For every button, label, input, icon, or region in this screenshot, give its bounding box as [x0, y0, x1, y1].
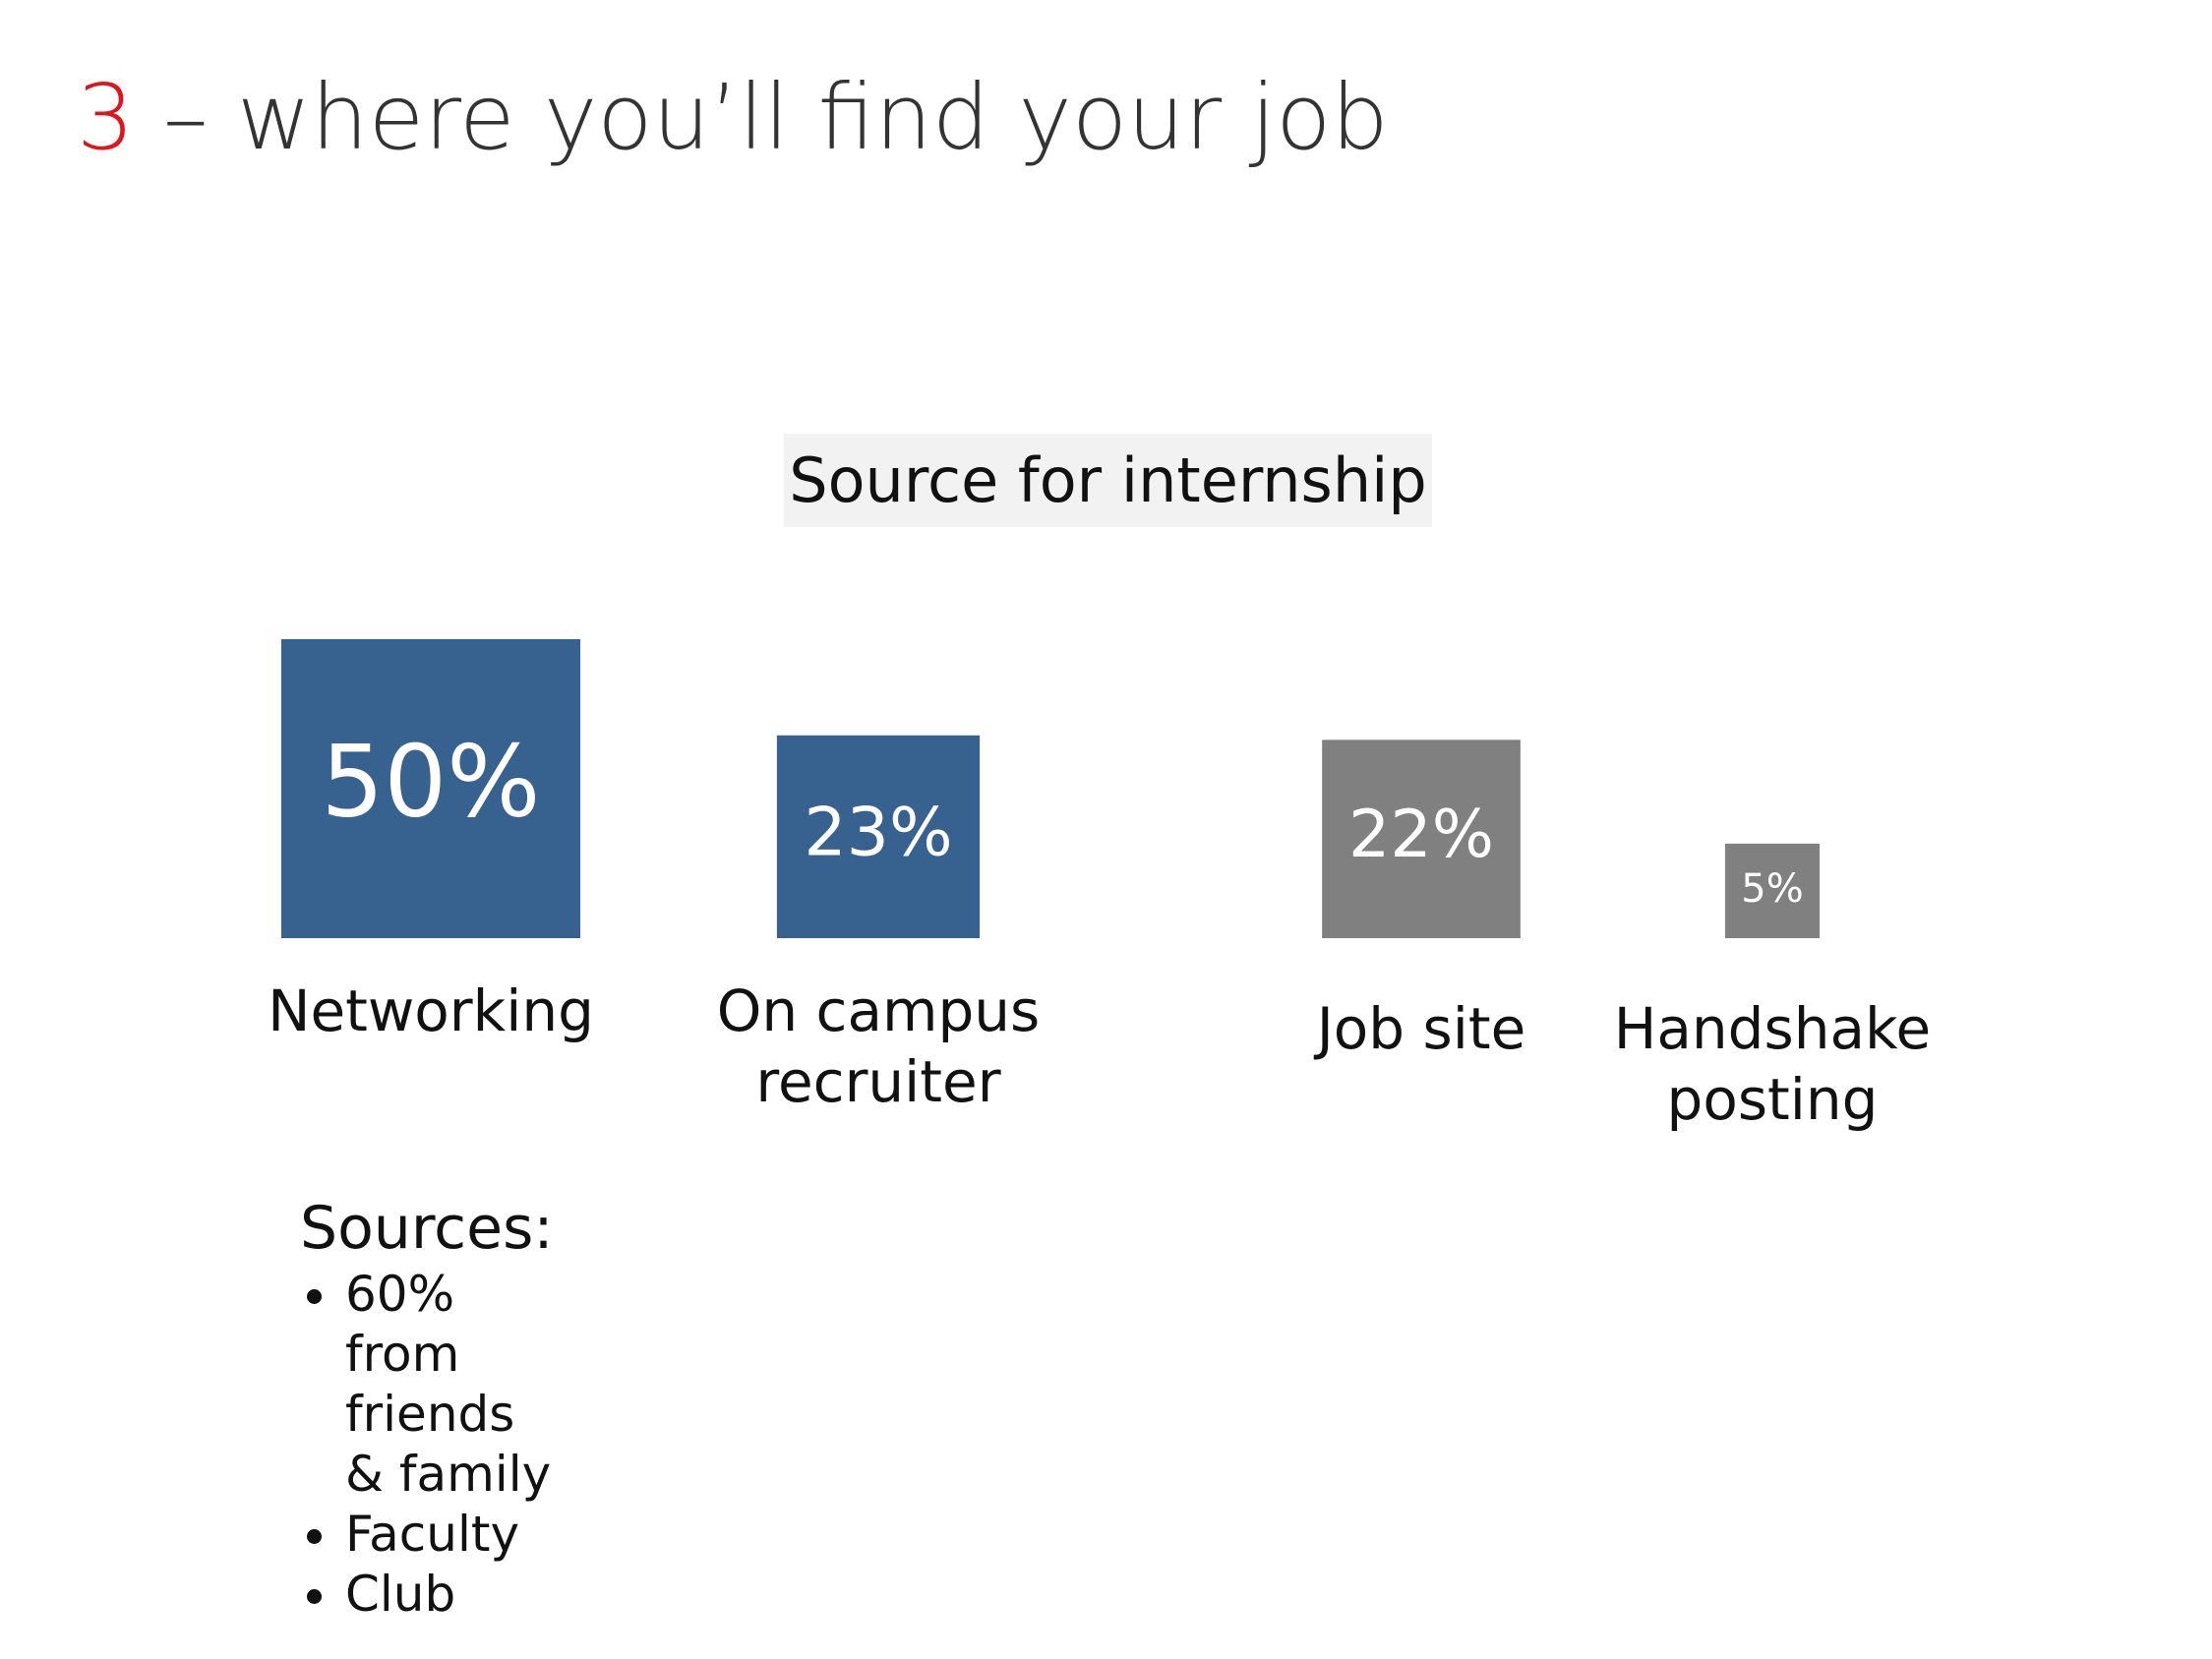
square: [280, 638, 581, 938]
value-label: 50%: [322, 724, 541, 839]
square: [776, 735, 981, 938]
slide-title: 3 – where you’ll find your job: [77, 65, 1389, 170]
sources-heading: Sources:: [300, 1194, 554, 1263]
square: [1322, 740, 1521, 938]
category-label: Networking: [268, 978, 594, 1044]
category-label: Handshake posting: [1613, 995, 1932, 1133]
value-label: 5%: [1741, 866, 1803, 912]
source-item: Faculty: [343, 1505, 560, 1565]
sources: Sources: 60% from friends & familyFacult…: [300, 1192, 713, 1625]
square: [1724, 843, 1821, 938]
value-label: 22%: [1348, 796, 1494, 872]
slide-title-text: – where you’ll find your job: [162, 65, 1389, 170]
chart-title: Source for internship: [784, 434, 1432, 527]
source-item: Club: [343, 1565, 560, 1625]
category-label: Job site: [1316, 995, 1526, 1062]
sources-list: 60% from friends & familyFacultyClub: [300, 1265, 560, 1625]
value-label: 23%: [804, 794, 952, 871]
slide-number: 3: [77, 65, 135, 170]
category-label: On campus recruiter: [716, 978, 1041, 1115]
source-item: 60% from friends & family: [343, 1265, 560, 1505]
